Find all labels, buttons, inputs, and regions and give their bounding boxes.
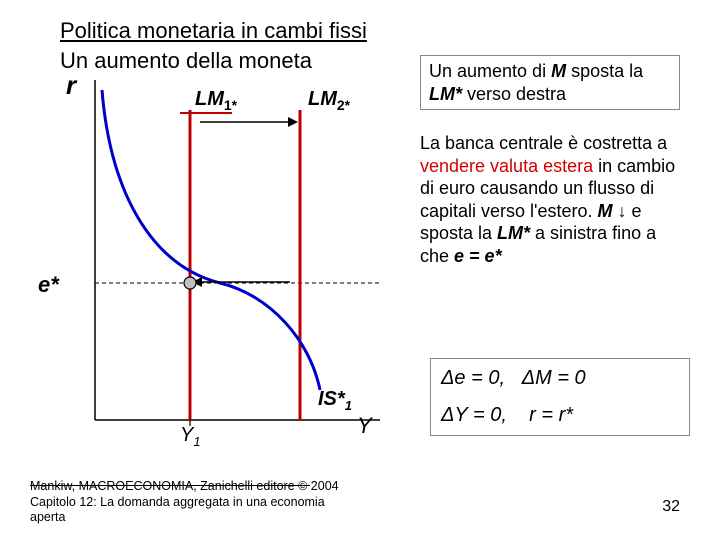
footer-line-1: Mankiw, MACROECONOMIA, Zanichelli editor…	[30, 479, 350, 495]
para-span: M	[598, 201, 613, 221]
is-curve	[102, 90, 320, 390]
r-eq-post: *	[565, 404, 573, 426]
is-sub: 1	[345, 398, 352, 413]
para-span: e = e*	[454, 246, 502, 266]
axis-label-r: r	[66, 70, 76, 101]
dY: ΔY = 0,	[441, 404, 507, 426]
box1-LM: LM*	[429, 84, 462, 104]
lm2-label: LM2*	[308, 88, 350, 113]
lm1-sub: 1*	[224, 97, 237, 113]
box1-M: M	[551, 61, 566, 81]
r-eq: r = r*	[529, 404, 573, 426]
result-box: Δe = 0, ΔM = 0 ΔY = 0, r = r*	[430, 358, 690, 436]
box1-pre: Un aumento di	[429, 61, 551, 81]
box1-mid: sposta la	[566, 61, 643, 81]
is-lm-diagram	[40, 70, 410, 430]
page-number: 32	[662, 498, 680, 516]
diagram-svg	[40, 70, 410, 430]
para-span: La banca centrale è costretta a	[420, 133, 667, 153]
footer-line-2: Capitolo 12: La domanda aggregata in una…	[30, 495, 350, 526]
footer: Mankiw, MACROECONOMIA, Zanichelli editor…	[30, 479, 350, 526]
arrow-right-head	[288, 117, 298, 127]
y1-text: Y	[180, 424, 193, 446]
para-span: vendere valuta estera	[420, 156, 593, 176]
lm1-text: LM	[195, 88, 224, 110]
y1-sub: 1	[193, 434, 200, 449]
axis-label-e: e*	[38, 272, 59, 298]
is-label: IS*1	[318, 388, 352, 413]
eq-point	[184, 277, 196, 289]
note-paragraph: La banca centrale è costretta a vendere …	[420, 132, 690, 267]
box1-post: verso destra	[462, 84, 566, 104]
dM: ΔM = 0	[522, 367, 586, 389]
result-line-2: ΔY = 0, r = r*	[441, 404, 679, 427]
lm2-text: LM	[308, 88, 337, 110]
lm2-sub: 2*	[337, 97, 350, 113]
result-line-1: Δe = 0, ΔM = 0	[441, 367, 679, 390]
r-eq-pre: r = r	[529, 404, 565, 426]
slide: Politica monetaria in cambi fissi Un aum…	[0, 0, 720, 540]
note-box-1: Un aumento di M sposta la LM* verso dest…	[420, 55, 680, 110]
lm1-label: LM1*	[195, 88, 237, 113]
y1-label: Y1	[180, 424, 201, 449]
para-span: LM*	[497, 223, 530, 243]
de: Δe = 0,	[441, 367, 505, 389]
axis-label-y: Y	[357, 413, 372, 439]
is-text: IS*	[318, 388, 345, 410]
slide-title: Politica monetaria in cambi fissi	[60, 18, 367, 44]
